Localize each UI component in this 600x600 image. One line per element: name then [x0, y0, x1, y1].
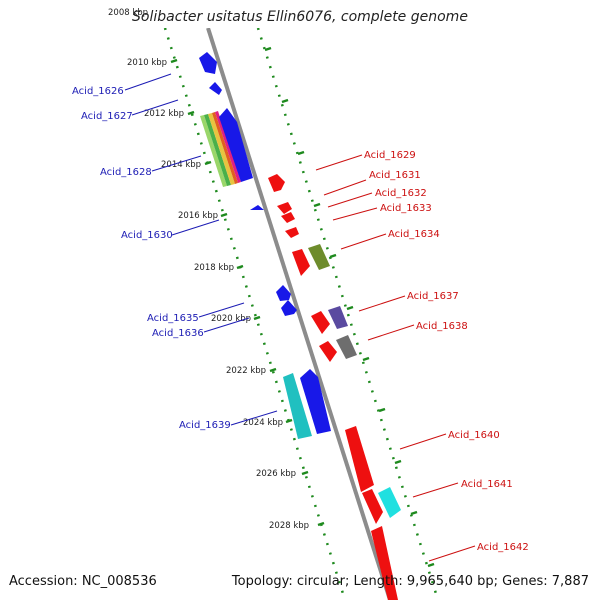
- gene-acid-1639[interactable]: [300, 369, 331, 434]
- gene-acid-1638[interactable]: [336, 335, 357, 359]
- gene-acid-1633[interactable]: [285, 227, 299, 238]
- tick-label: 2008 kbp: [108, 8, 148, 18]
- gene-acid-1632[interactable]: [281, 212, 295, 223]
- backbone-line: [206, 28, 392, 600]
- gene-acid-1634[interactable]: [308, 244, 330, 270]
- tick-label: 2022 kbp: [226, 366, 266, 376]
- gene-label-acid-1626[interactable]: Acid_1626: [72, 86, 124, 97]
- gene-label-acid-1628[interactable]: Acid_1628: [100, 167, 152, 178]
- accession-text: Accession: NC_008536: [9, 574, 157, 589]
- gene-acid-1639-cyan[interactable]: [283, 373, 312, 439]
- gene-label-acid-1629[interactable]: Acid_1629: [364, 150, 416, 161]
- tick-label: 2020 kbp: [211, 314, 251, 324]
- gene-label-acid-1627[interactable]: Acid_1627: [81, 111, 133, 122]
- gene-acid-1642[interactable]: [371, 526, 398, 600]
- gene-acid-1638-red[interactable]: [319, 341, 337, 362]
- gene-label-acid-1637[interactable]: Acid_1637: [407, 291, 459, 302]
- gene-label-acid-1641[interactable]: Acid_1641: [461, 479, 513, 490]
- tick-label: 2024 kbp: [243, 418, 283, 428]
- label-leader-lines: [124, 73, 476, 562]
- forward-strand-genes: [268, 174, 401, 600]
- map-title: Solibacter usitatus Ellin6076, complete …: [132, 9, 468, 25]
- gene-label-acid-1631[interactable]: Acid_1631: [369, 170, 421, 181]
- gene-acid-1641[interactable]: [378, 487, 401, 518]
- reverse-gene-labels: Acid_1626 Acid_1627 Acid_1628 Acid_1630 …: [72, 86, 231, 431]
- gene-label-acid-1638[interactable]: Acid_1638: [416, 321, 468, 332]
- tick-label: 2016 kbp: [178, 211, 218, 221]
- tick-label: 2014 kbp: [161, 160, 201, 170]
- tick-label: 2028 kbp: [269, 521, 309, 531]
- forward-gene-labels: Acid_1629 Acid_1631 Acid_1632 Acid_1633 …: [364, 150, 529, 553]
- gene-acid-1634-red[interactable]: [292, 249, 310, 276]
- gene-acid-1635[interactable]: [276, 285, 291, 301]
- gene-acid-1641-red[interactable]: [362, 489, 383, 524]
- gene-label-acid-1640[interactable]: Acid_1640: [448, 430, 500, 441]
- gene-acid-1627[interactable]: [209, 82, 222, 95]
- gene-label-acid-1630[interactable]: Acid_1630: [121, 230, 173, 241]
- gene-acid-1636[interactable]: [281, 300, 297, 316]
- tick-label: 2026 kbp: [256, 469, 296, 479]
- gene-acid-1640[interactable]: [345, 426, 374, 492]
- gene-acid-1637[interactable]: [328, 306, 348, 329]
- gene-label-acid-1639[interactable]: Acid_1639: [179, 420, 231, 431]
- gene-acid-1629[interactable]: [268, 174, 285, 192]
- gene-acid-1628-bands[interactable]: [200, 111, 241, 187]
- gene-label-acid-1636[interactable]: Acid_1636: [152, 328, 204, 339]
- gene-label-acid-1633[interactable]: Acid_1633: [380, 203, 432, 214]
- gene-label-acid-1642[interactable]: Acid_1642: [477, 542, 529, 553]
- major-tick-marks: [170, 46, 435, 568]
- tick-label: 2010 kbp: [127, 58, 167, 68]
- gene-label-acid-1634[interactable]: Acid_1634: [388, 229, 440, 240]
- gene-label-acid-1632[interactable]: Acid_1632: [375, 188, 427, 199]
- reverse-strand-genes: [199, 52, 331, 439]
- axis-tick-labels: 2008 kbp 2010 kbp 2012 kbp 2014 kbp 2016…: [108, 8, 309, 531]
- gene-acid-1626[interactable]: [199, 52, 217, 74]
- gene-acid-1637-red[interactable]: [311, 311, 330, 334]
- tick-label: 2018 kbp: [194, 263, 234, 273]
- gene-acid-1631[interactable]: [277, 202, 292, 214]
- gene-acid-1630[interactable]: [250, 205, 264, 210]
- gene-label-acid-1635[interactable]: Acid_1635: [147, 313, 199, 324]
- tick-label: 2012 kbp: [144, 109, 184, 119]
- genome-summary-text: Topology: circular; Length: 9,965,640 bp…: [231, 574, 589, 589]
- gene-acid-1628[interactable]: [219, 108, 253, 182]
